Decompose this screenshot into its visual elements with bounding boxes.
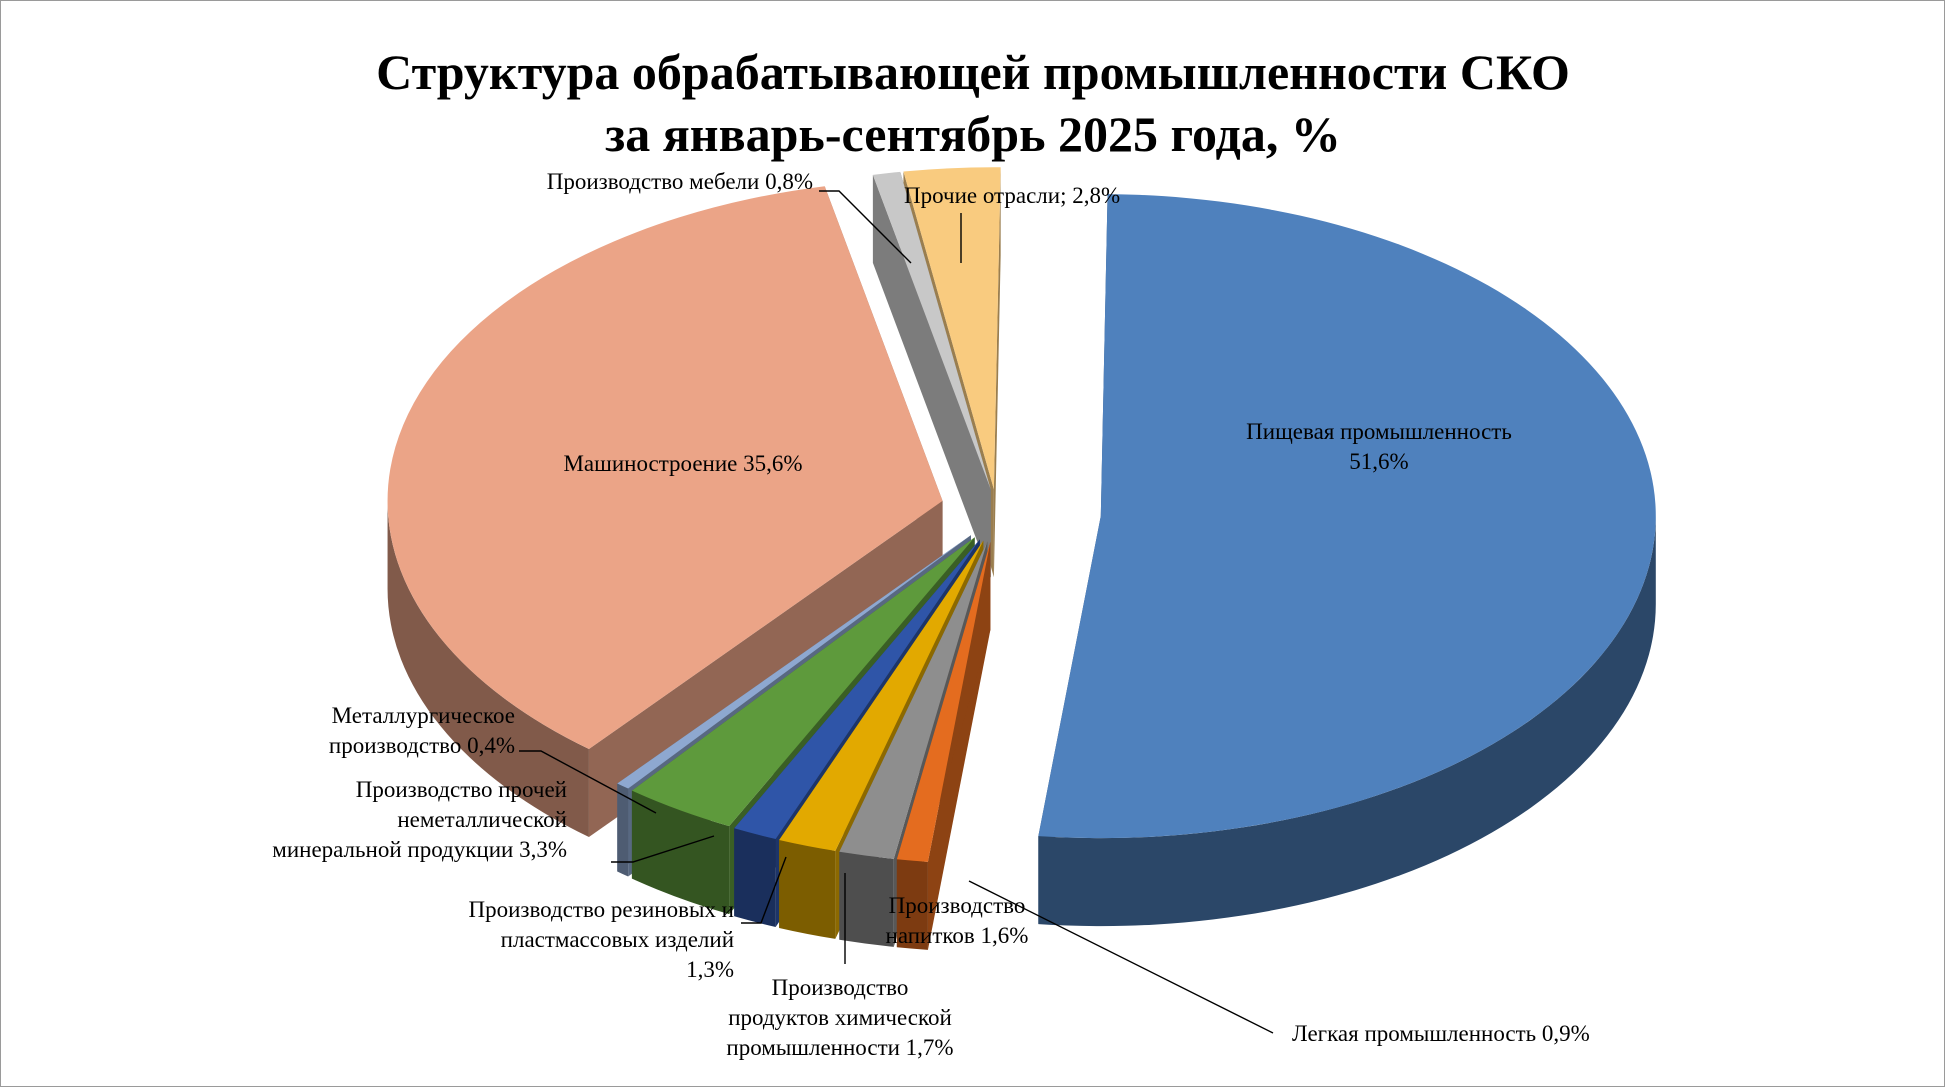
slice-outer-wall	[631, 790, 730, 915]
chart-title-line-2: за январь-сентябрь 2025 года, %	[605, 106, 1341, 162]
slice-label: Производство продуктов химической промышле…	[726, 975, 953, 1060]
slice-label: Прочие отрасли; 2,8%	[904, 183, 1120, 208]
slice-label: Производство прочей неметаллической минера…	[272, 777, 567, 862]
slice-label-line: Машиностроение 35,6%	[563, 451, 802, 476]
slice-side-wall	[993, 167, 1001, 578]
pie-slice	[1038, 194, 1656, 927]
slice-outer-wall	[839, 851, 894, 947]
slice-label-line: Металлургическое	[332, 703, 515, 728]
leader-line	[519, 750, 657, 814]
slice-label: Металлургическое производство 0,4%	[329, 703, 515, 758]
slice-labels: Пищевая промышленность 51,6% Легкая промыш…	[272, 169, 1590, 1060]
slice-label-line: Производство	[772, 975, 909, 1000]
slice-outer-wall	[779, 840, 836, 939]
slice-top	[872, 171, 991, 490]
slice-top	[631, 537, 975, 827]
slice-top	[734, 539, 980, 839]
slice-top	[896, 541, 991, 862]
pie-slices	[387, 167, 1656, 950]
slice-label-line: Производство резиновых и	[468, 897, 734, 922]
slice-label-line: Пищевая промышленность	[1246, 419, 1512, 444]
slice-label: Производство напитков 1,6%	[886, 893, 1029, 948]
pie-slice	[872, 171, 991, 578]
leader-line	[968, 880, 1274, 1034]
slice-label-line: минеральной продукции 3,3%	[272, 837, 567, 862]
slice-top	[617, 535, 971, 789]
slice-label-line: Прочие отрасли; 2,8%	[904, 183, 1120, 208]
slice-label: Производство резиновых и пластмассовых из…	[468, 897, 734, 982]
slice-label-line: Производство	[889, 893, 1026, 918]
slice-label-line: неметаллической	[397, 807, 567, 832]
slice-label: Производство мебели 0,8%	[547, 169, 813, 194]
slice-outer-wall	[387, 500, 589, 838]
slice-top	[779, 540, 984, 851]
slice-label-line: промышленности 1,7%	[726, 1035, 953, 1060]
slice-label: Пищевая промышленность 51,6%	[1246, 419, 1512, 474]
slice-outer-wall	[617, 783, 629, 877]
leader-line	[741, 856, 787, 924]
chart-title-line-1: Структура обрабатывающей промышленности …	[376, 44, 1570, 100]
slice-outer-wall	[896, 859, 928, 950]
slice-side-wall	[872, 174, 991, 578]
leader-line	[819, 190, 912, 264]
slice-label-line: 51,6%	[1349, 449, 1408, 474]
slice-top	[387, 186, 943, 750]
slice-label-line: производство 0,4%	[329, 733, 515, 758]
slice-label-line: 1,3%	[686, 957, 734, 982]
slice-top	[839, 541, 988, 859]
slice-top	[1038, 194, 1656, 839]
slice-outer-wall	[1038, 516, 1656, 927]
slice-outer-wall	[734, 828, 776, 927]
leader-line	[611, 835, 715, 863]
slice-top	[903, 167, 1001, 490]
slice-label-line: продуктов химической	[728, 1005, 952, 1030]
slice-label-line: Производство прочей	[356, 777, 567, 802]
slice-label-line: напитков 1,6%	[886, 923, 1029, 948]
pie-slice	[896, 541, 991, 950]
slice-label-line: Легкая промышленность 0,9%	[1292, 1021, 1590, 1046]
slice-label-line: пластмассовых изделий	[501, 927, 734, 952]
slice-label: Легкая промышленность 0,9%	[1292, 1021, 1590, 1046]
leader-lines	[519, 190, 1274, 1034]
slice-label: Машиностроение 35,6%	[563, 451, 802, 476]
slice-label-line: Производство мебели 0,8%	[547, 169, 813, 194]
